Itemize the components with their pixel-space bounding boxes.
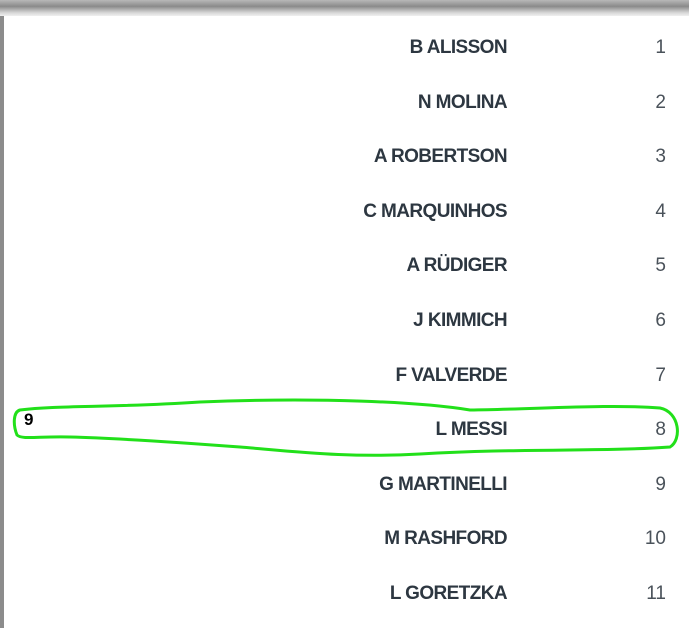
player-name: L MESSI <box>435 419 508 441</box>
shirt-number: 8 <box>655 419 666 441</box>
player-row[interactable]: C MARQUINHOS 4 <box>0 185 689 239</box>
player-row[interactable]: L GORETZKA 11 <box>0 567 689 621</box>
shirt-number: 11 <box>646 583 666 604</box>
player-name: B ALISSON <box>409 37 508 58</box>
shirt-number: 1 <box>655 37 666 58</box>
player-row[interactable]: M RASHFORD 10 <box>0 512 689 566</box>
shirt-number: 2 <box>655 91 666 113</box>
player-name: M RASHFORD <box>384 528 507 550</box>
shirt-number: 3 <box>655 146 666 168</box>
player-row[interactable]: J KIMMICH 6 <box>0 294 689 348</box>
shirt-number: 10 <box>644 528 666 550</box>
player-name: A ROBERTSON <box>373 146 508 168</box>
player-name: F VALVERDE <box>395 364 507 386</box>
shirt-number: 4 <box>655 200 666 222</box>
player-row[interactable]: L MESSI 8 <box>0 403 689 457</box>
shirt-number: 7 <box>655 364 666 386</box>
player-name: N MOLINA <box>417 91 508 113</box>
player-name: G MARTINELLI <box>379 473 508 495</box>
player-list <box>0 16 689 628</box>
player-row[interactable]: B ALISSON 1 <box>0 21 689 75</box>
player-row[interactable]: A RÜDIGER 5 <box>0 239 689 293</box>
player-name: C MARQUINHOS <box>363 200 507 222</box>
shirt-number: 5 <box>655 255 666 277</box>
player-row[interactable]: G MARTINELLI 9 <box>0 458 689 512</box>
player-row[interactable]: A ROBERTSON 3 <box>0 130 689 184</box>
player-name: A RÜDIGER <box>406 255 507 277</box>
player-row[interactable]: F VALVERDE 7 <box>0 349 689 403</box>
player-row[interactable]: N MOLINA 2 <box>0 76 689 130</box>
shirt-number: 6 <box>655 310 666 331</box>
shirt-number: 9 <box>655 473 666 495</box>
player-name: L GORETZKA <box>389 583 508 604</box>
annotation-label: 9 <box>24 410 34 429</box>
top-bar <box>0 0 689 16</box>
player-name: J KIMMICH <box>413 310 507 331</box>
